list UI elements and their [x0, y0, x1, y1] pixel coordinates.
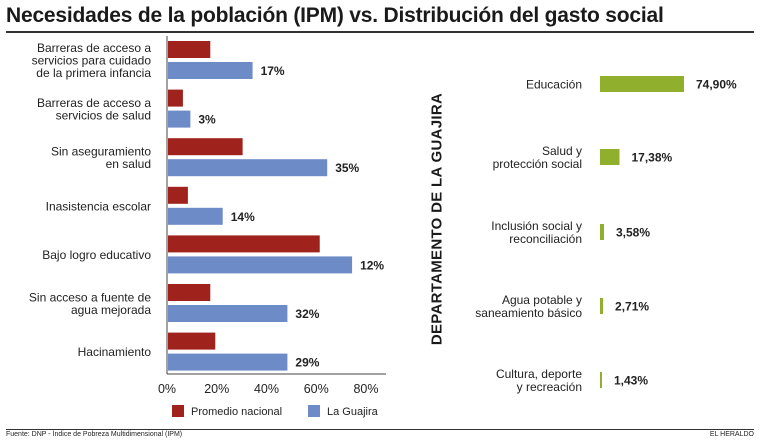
chart-title: Necesidades de la población (IPM) vs. Di…	[6, 4, 664, 27]
legend-label: Promedio nacional	[191, 406, 282, 418]
category-label: Agua potable y	[502, 293, 582, 307]
bar-gasto-social	[600, 149, 620, 165]
bar-la-guajira	[168, 256, 353, 274]
data-label: 1,43%	[614, 374, 648, 388]
bar-la-guajira	[168, 110, 191, 128]
x-tick-label: 80%	[353, 382, 378, 396]
publisher-credit: EL HERALDO	[709, 431, 754, 438]
category-label: de la primera infancia	[36, 66, 151, 80]
data-label: 2,71%	[615, 300, 649, 314]
bar-promedio-nacional	[168, 138, 243, 156]
category-label: agua mejorada	[71, 303, 151, 317]
bar-gasto-social	[600, 298, 604, 314]
data-label: 29%	[295, 356, 319, 370]
legend-swatch-guajira	[308, 405, 320, 417]
category-label: Cultura, deporte	[496, 367, 582, 381]
source-note: Fuente: DNP - Índice de Pobreza Multidim…	[6, 431, 183, 438]
bar-la-guajira	[168, 353, 288, 371]
data-label: 17,38%	[631, 151, 672, 165]
category-label: saneamiento básico	[475, 306, 582, 320]
category-label: Inasistencia escolar	[46, 199, 151, 213]
category-label: Barreras de acceso a	[37, 96, 151, 110]
data-label: 3,58%	[616, 226, 650, 240]
bar-gasto-social	[600, 224, 605, 240]
category-label: Barreras de acceso a	[37, 41, 151, 55]
category-label: Salud y	[542, 144, 582, 158]
bar-promedio-nacional	[168, 235, 320, 253]
x-tick-label: 20%	[204, 382, 229, 396]
bar-promedio-nacional	[168, 332, 216, 350]
bar-promedio-nacional	[168, 41, 211, 58]
data-label: 12%	[360, 258, 384, 272]
category-label: servicios para cuidado	[32, 54, 152, 68]
bar-la-guajira	[168, 207, 223, 225]
data-label: 35%	[335, 161, 359, 175]
category-label: Bajo logro educativo	[42, 248, 151, 262]
category-label: Educación	[526, 78, 582, 92]
x-tick-label: 60%	[304, 382, 329, 396]
legend-swatch-nacional	[172, 405, 184, 417]
data-label: 32%	[295, 307, 319, 321]
footer-divider	[6, 429, 754, 430]
category-label: reconciliación	[509, 232, 582, 246]
category-label: Inclusión social y	[491, 219, 582, 233]
department-axis-label: DEPARTAMENTO DE LA GUAJIRA	[428, 92, 446, 346]
category-label: servicios de salud	[56, 108, 151, 122]
bar-gasto-social	[600, 76, 684, 92]
legend-label: La Guajira	[327, 406, 379, 418]
category-label: Hacinamiento	[78, 345, 152, 359]
category-label: y recreación	[517, 380, 582, 394]
bar-gasto-social	[600, 372, 602, 388]
bar-la-guajira	[168, 305, 288, 322]
bar-la-guajira	[168, 62, 253, 79]
data-label: 17%	[261, 64, 285, 78]
bar-la-guajira	[168, 159, 328, 177]
category-label: Sin acceso a fuente de	[29, 290, 151, 304]
category-label: en salud	[106, 157, 151, 171]
bar-promedio-nacional	[168, 284, 211, 301]
category-label: Sin aseguramiento	[51, 144, 151, 158]
title-divider	[6, 31, 754, 33]
category-label: protección social	[493, 157, 582, 171]
data-label: 14%	[231, 210, 255, 224]
bar-promedio-nacional	[168, 186, 188, 204]
x-tick-label: 0%	[158, 382, 176, 396]
x-tick-label: 40%	[254, 382, 279, 396]
data-label: 74,90%	[696, 78, 737, 92]
data-label: 3%	[198, 113, 216, 127]
bar-promedio-nacional	[168, 89, 183, 107]
